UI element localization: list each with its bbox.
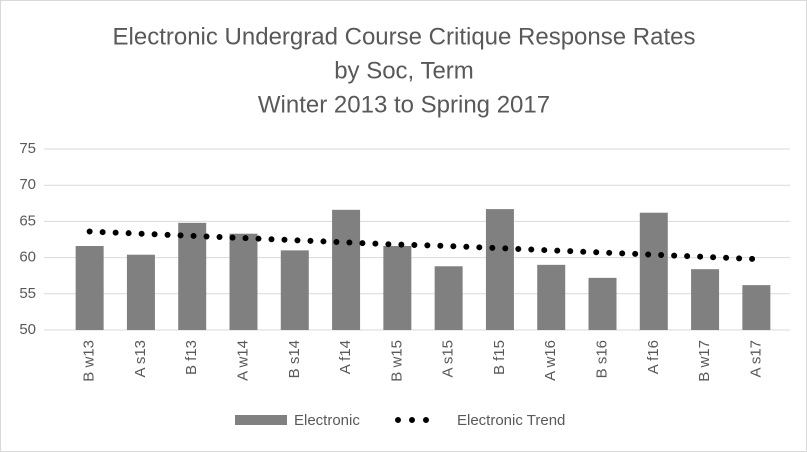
bar (75, 246, 104, 330)
y-tick-label: 55 (19, 285, 36, 302)
y-tick-label: 65 (19, 212, 36, 229)
bar (434, 266, 463, 330)
bar (537, 264, 566, 330)
bar (229, 233, 258, 330)
bar (588, 277, 617, 330)
x-tick-label: B w15 (388, 340, 405, 382)
x-tick-label: A s13 (132, 340, 149, 378)
legend-label: Electronic (294, 412, 360, 429)
bar (383, 246, 412, 330)
y-tick-label: 60 (19, 249, 36, 266)
x-tick-label: B w13 (81, 340, 98, 382)
chart-title: Winter 2013 to Spring 2017 (258, 91, 550, 118)
x-tick-label: A s15 (440, 340, 457, 378)
bar (332, 209, 361, 330)
chart-title: Electronic Undergrad Course Critique Res… (113, 23, 696, 50)
bar (639, 212, 668, 330)
bar (126, 254, 155, 330)
x-tick-label: A w14 (234, 340, 251, 381)
x-tick-label: B f13 (183, 340, 200, 375)
x-tick-label: A f16 (645, 340, 662, 374)
bar (485, 209, 514, 330)
trend-line (86, 228, 760, 263)
x-tick-label: A f14 (337, 340, 354, 374)
x-tick-label: B s14 (286, 340, 303, 378)
bar (280, 250, 309, 330)
y-tick-label: 75 (19, 140, 36, 157)
y-tick-label: 70 (19, 176, 36, 193)
legend-label: Electronic Trend (457, 412, 565, 429)
x-tick-label: B s16 (593, 340, 610, 378)
bar (178, 222, 207, 330)
legend-swatch (235, 415, 287, 425)
x-tick-label: B f15 (491, 340, 508, 375)
bar (691, 269, 720, 330)
x-tick-label: B w17 (696, 340, 713, 382)
bar (742, 285, 771, 330)
chart-title: by Soc, Term (334, 57, 474, 84)
x-tick-label: A w16 (542, 340, 559, 381)
x-tick-label: A s17 (747, 340, 764, 378)
y-tick-label: 50 (19, 321, 36, 338)
